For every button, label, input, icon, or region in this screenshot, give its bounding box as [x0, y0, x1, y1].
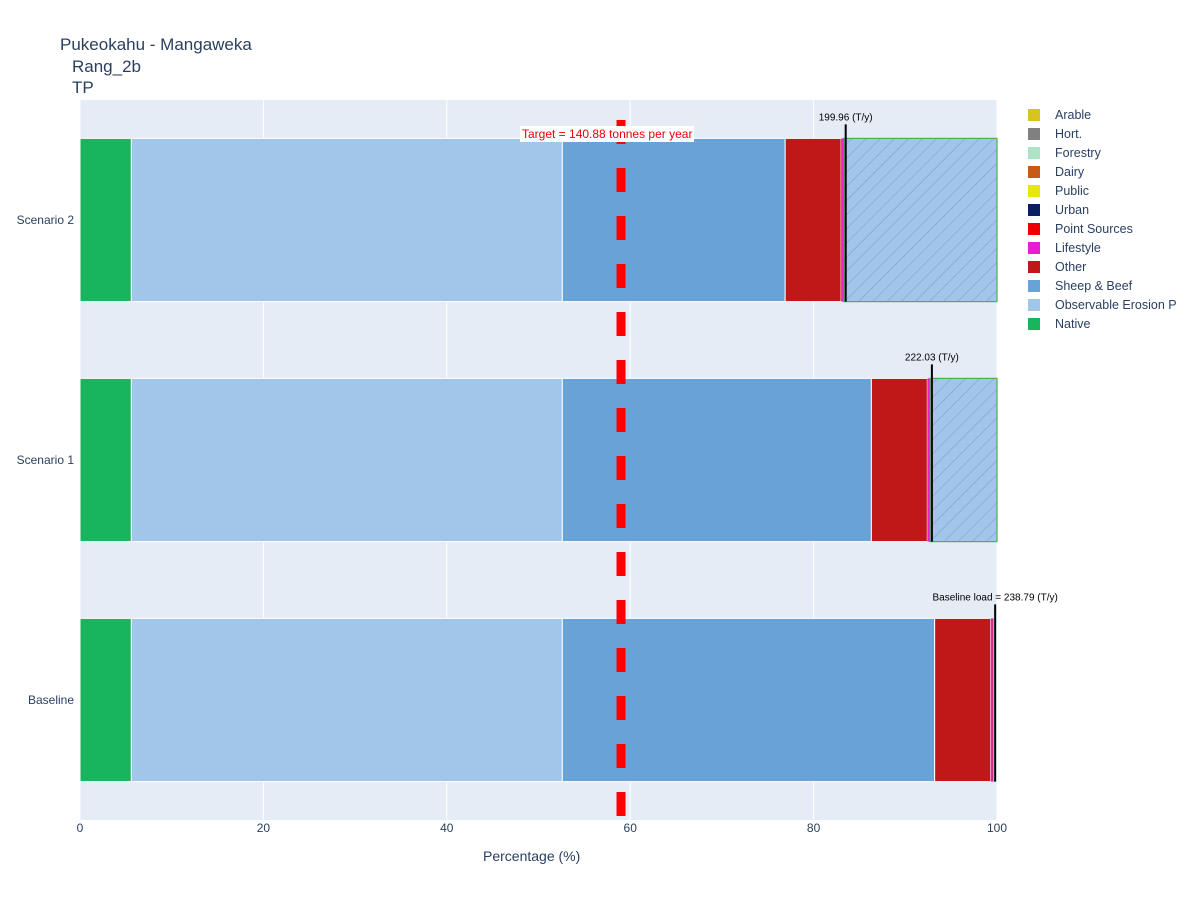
bar-scenario-1-observable-erosion-p	[130, 377, 563, 543]
bar-scenario-2-reduction	[843, 137, 998, 303]
x-tick-80: 80	[807, 821, 821, 835]
legend-swatch	[1028, 279, 1040, 292]
bar-scenario-2-lifestyle	[841, 138, 843, 302]
legend-item-arable[interactable]: Arable	[1028, 105, 1177, 124]
legend-item-observable-erosion-p[interactable]: Observable Erosion P	[1028, 295, 1177, 314]
legend-item-point-sources[interactable]: Point Sources	[1028, 219, 1177, 238]
bar-scenario-2-sheep-beef	[561, 137, 786, 303]
x-tick-100: 100	[987, 821, 1007, 835]
legend-swatch	[1028, 317, 1040, 330]
load-label-scenario-1: 222.03 (T/y)	[905, 352, 959, 363]
title-line-1: Pukeokahu - Mangaweka	[60, 35, 252, 54]
bar-scenario-1-native	[79, 377, 132, 543]
x-tick-60: 60	[624, 821, 638, 835]
load-label-scenario-2: 199.96 (T/y)	[819, 112, 873, 123]
x-tick-0: 0	[77, 821, 84, 835]
legend-swatch	[1028, 203, 1040, 216]
bar-scenario-1-other	[870, 377, 928, 543]
legend-swatch	[1028, 241, 1040, 254]
x-tick-40: 40	[440, 821, 454, 835]
y-tick-scenario-1: Scenario 1	[17, 453, 75, 467]
bar-baseline-other	[934, 617, 992, 783]
x-axis-label: Percentage (%)	[483, 848, 581, 864]
legend-item-hort[interactable]: Hort.	[1028, 124, 1177, 143]
target-label: Target = 140.88 tonnes per year	[520, 126, 695, 142]
legend-item-urban[interactable]: Urban	[1028, 200, 1177, 219]
legend-swatch	[1028, 260, 1040, 273]
load-label-baseline: Baseline load = 238.79 (T/y)	[932, 592, 1057, 603]
title-line-2: Rang_2b	[72, 56, 142, 76]
legend-swatch	[1028, 146, 1040, 159]
legend-swatch	[1028, 222, 1040, 235]
legend-label: Sheep & Beef	[1055, 278, 1133, 293]
legend-label: Observable Erosion P	[1055, 297, 1177, 312]
legend-item-public[interactable]: Public	[1028, 181, 1177, 200]
legend-swatch	[1028, 127, 1040, 140]
bar-baseline-lifestyle	[990, 618, 993, 782]
bar-scenario-1-sheep-beef	[561, 377, 872, 543]
bar-scenario-2-native	[79, 137, 132, 303]
legend-label: Arable	[1055, 107, 1092, 122]
legend-label: Hort.	[1055, 126, 1083, 141]
bar-scenario-1-reduction	[929, 377, 998, 543]
bar-scenario-2-other	[784, 137, 842, 303]
legend-label: Forestry	[1055, 145, 1101, 160]
legend-item-lifestyle[interactable]: Lifestyle	[1028, 238, 1177, 257]
legend-label: Native	[1055, 316, 1091, 331]
legend: Arable Hort. Forestry Dairy Public Urban Point…	[1028, 105, 1177, 333]
y-tick-scenario-2: Scenario 2	[17, 213, 75, 227]
legend-label: Dairy	[1055, 164, 1085, 179]
legend-item-other[interactable]: Other	[1028, 257, 1177, 276]
legend-swatch	[1028, 184, 1040, 197]
legend-label: Other	[1055, 259, 1087, 274]
legend-swatch	[1028, 165, 1040, 178]
legend-item-sheep-beef[interactable]: Sheep & Beef	[1028, 276, 1177, 295]
title-line-3: TP	[72, 78, 94, 97]
x-tick-20: 20	[257, 821, 271, 835]
bar-baseline-observable-erosion-p	[130, 617, 563, 783]
legend-swatch	[1028, 298, 1040, 311]
bar-scenario-2-observable-erosion-p	[130, 137, 563, 303]
legend-item-native[interactable]: Native	[1028, 314, 1177, 333]
legend-label: Urban	[1055, 202, 1090, 217]
chart-title: Pukeokahu - Mangaweka Rang_2b TP	[60, 34, 252, 99]
legend-swatch	[1028, 108, 1040, 121]
bar-scenario-1-lifestyle	[927, 378, 930, 542]
bar-baseline-native	[79, 617, 132, 783]
legend-item-dairy[interactable]: Dairy	[1028, 162, 1177, 181]
legend-label: Lifestyle	[1055, 240, 1101, 255]
legend-item-forestry[interactable]: Forestry	[1028, 143, 1177, 162]
y-tick-baseline: Baseline	[28, 693, 74, 707]
legend-label: Public	[1055, 183, 1090, 198]
legend-label: Point Sources	[1055, 221, 1133, 236]
